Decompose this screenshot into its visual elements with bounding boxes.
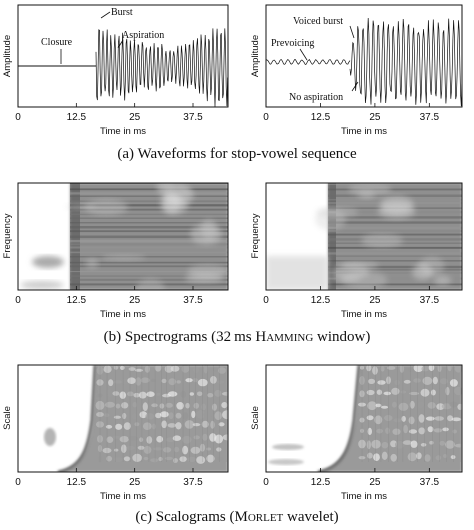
- spectrogram-left-xlabel: Time in ms: [100, 309, 146, 320]
- scalogram-right-image: [266, 365, 462, 472]
- spectrogram-left-xtick-label: 37.5: [183, 295, 203, 306]
- spectrogram-left-xtick-label: 25: [129, 295, 141, 306]
- scalogram-left-xtick-label: 12.5: [67, 477, 87, 488]
- waveform-left-xtick-label: 0: [15, 112, 21, 123]
- waveform-right-panel: Amplitude Voiced burst Prevoicing No asp…: [250, 4, 463, 108]
- scalogram-left-ylabel: Scale: [2, 406, 13, 430]
- caption-scalograms: (c) Scalograms (Morlet wavelet): [0, 509, 474, 526]
- scalogram-right-frame: [265, 364, 463, 473]
- waveform-right-xtick-label: 0: [263, 112, 269, 123]
- scalogram-right-xtick-label: 0: [263, 477, 269, 488]
- scalogram-right-panel: Scale: [250, 364, 463, 473]
- waveform-right-xtick-label: 37.5: [420, 112, 440, 123]
- caption-scalograms-wavelet: Morlet: [234, 509, 284, 525]
- spectrogram-right-xtick-label: 0: [263, 295, 269, 306]
- spectrogram-left-xtick-label: 12.5: [67, 295, 87, 306]
- waveform-right-ylabel: Amplitude: [250, 35, 261, 77]
- scalogram-right-ylabel: Scale: [250, 406, 261, 430]
- scalogram-left-xtick-label: 0: [15, 477, 21, 488]
- spectrogram-right-frame: [265, 182, 463, 291]
- spectrogram-right-xtick-label: 12.5: [311, 295, 331, 306]
- scalogram-left-image: [18, 365, 228, 472]
- annotation-burst-arrow: [100, 11, 111, 19]
- waveform-left-ylabel: Amplitude: [2, 35, 13, 77]
- spectrogram-right-xlabel: Time in ms: [341, 309, 387, 320]
- scalogram-left-xtick-label: 37.5: [183, 477, 203, 488]
- annotation-burst: Burst: [111, 7, 133, 18]
- spectrogram-right-xtick-label: 37.5: [420, 295, 440, 306]
- waveform-left-trace: [18, 28, 228, 107]
- spectrogram-right-ylabel: Frequency: [250, 213, 261, 258]
- waveform-left-xlabel: Time in ms: [100, 126, 146, 137]
- spectrogram-right-image: [266, 183, 462, 290]
- waveform-right-frame: [265, 4, 463, 108]
- caption-spectrograms-pre: (b) Spectrograms (32 ms: [103, 329, 256, 345]
- annotation-aspiration-arrow: [117, 39, 124, 49]
- annotation-voiced-burst-arrow: [349, 25, 355, 39]
- caption-scalograms-post: wavelet): [283, 509, 339, 525]
- scalogram-left-xtick-label: 25: [129, 477, 141, 488]
- waveform-left-xtick-label: 25: [129, 112, 141, 123]
- caption-spectrograms: (b) Spectrograms (32 ms Hamming window): [0, 329, 474, 346]
- annotation-no-aspiration: No aspiration: [289, 92, 343, 103]
- caption-spectrograms-window: Hamming: [255, 329, 314, 345]
- spectrogram-right-xtick-label: 25: [369, 295, 381, 306]
- caption-waveforms: (a) Waveforms for stop-vowel sequence: [0, 146, 474, 163]
- waveform-left-panel: Amplitude Closure Burst Aspiration: [2, 4, 229, 108]
- x-axes: 0 12.5 25 37.5 Time in ms 0 12.5 25 37.5 Time in …: [15, 103, 440, 502]
- waveform-left-xtick-label: 37.5: [183, 112, 203, 123]
- scalogram-right-xtick-label: 25: [369, 477, 381, 488]
- spectrogram-left-frame: [17, 182, 229, 291]
- waveform-right-trace: [266, 17, 462, 107]
- scalogram-left-panel: Scale: [2, 364, 229, 473]
- annotation-aspiration: Aspiration: [122, 30, 164, 41]
- annotation-closure: Closure: [41, 37, 73, 48]
- scalogram-left-xlabel: Time in ms: [100, 491, 146, 502]
- caption-spectrograms-post: window): [313, 329, 371, 345]
- waveform-left-xtick-label: 12.5: [67, 112, 87, 123]
- annotation-prevoicing-arrow: [299, 48, 308, 61]
- scalogram-left-frame: [17, 364, 229, 473]
- waveform-left-frame: [17, 4, 229, 108]
- annotation-no-aspiration-arrow: [351, 81, 359, 92]
- spectrogram-left-xtick-label: 0: [15, 295, 21, 306]
- spectrogram-left-ylabel: Frequency: [2, 213, 13, 258]
- scalogram-right-xtick-label: 12.5: [311, 477, 331, 488]
- annotation-prevoicing: Prevoicing: [271, 38, 314, 49]
- annotation-voiced-burst: Voiced burst: [293, 16, 343, 27]
- scalogram-right-xtick-label: 37.5: [420, 477, 440, 488]
- waveform-right-xlabel: Time in ms: [341, 126, 387, 137]
- scalogram-right-xlabel: Time in ms: [341, 491, 387, 502]
- waveform-right-xtick-label: 25: [369, 112, 381, 123]
- caption-waveforms-text: (a) Waveforms for stop-vowel sequence: [117, 146, 357, 162]
- waveform-right-xtick-label: 12.5: [311, 112, 331, 123]
- spectrogram-right-panel: Frequency: [250, 182, 463, 291]
- caption-scalograms-pre: (c) Scalograms (: [135, 509, 235, 525]
- spectrogram-left-image: [20, 183, 228, 290]
- spectrogram-left-panel: Frequency: [2, 182, 229, 291]
